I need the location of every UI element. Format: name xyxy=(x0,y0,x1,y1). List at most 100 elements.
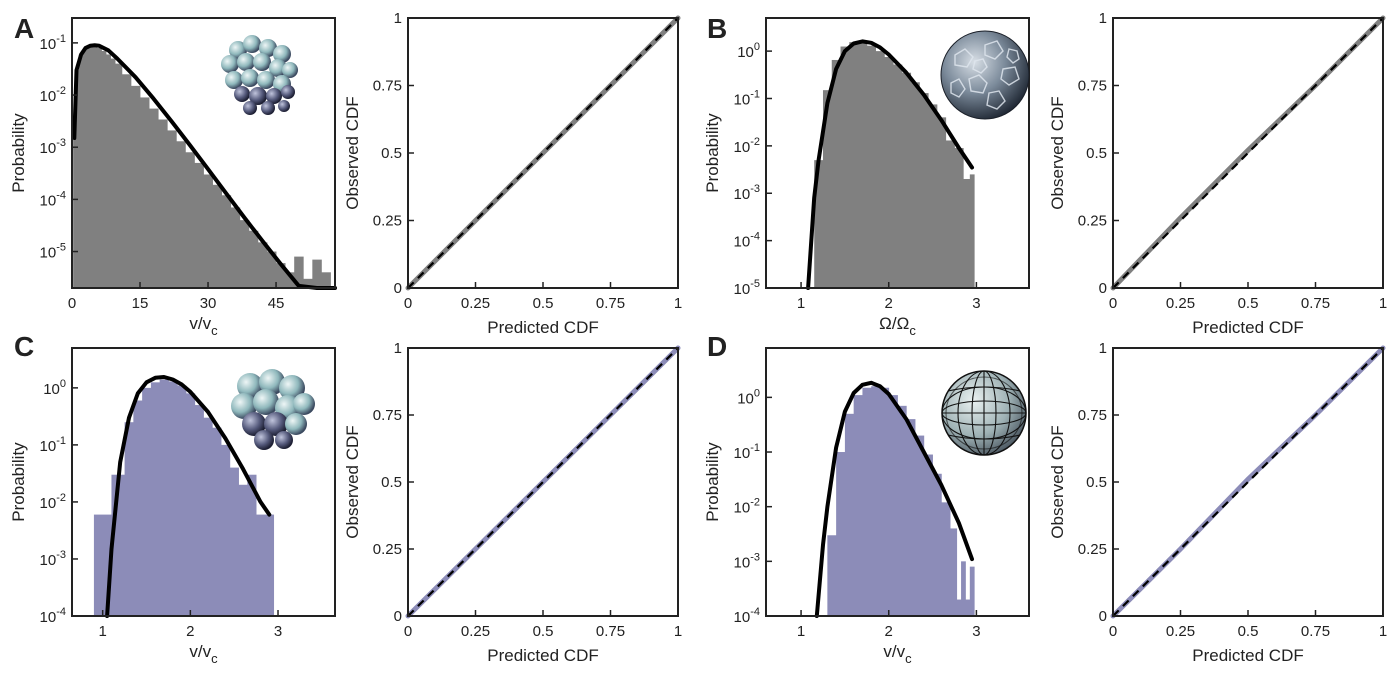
histogram-bar xyxy=(910,82,920,288)
histogram-bar xyxy=(221,444,231,616)
x-tick-label: 0.75 xyxy=(596,623,625,640)
histogram-bar xyxy=(158,119,168,288)
y-tick-label: 100 xyxy=(737,387,760,407)
y-tick-label: 0 xyxy=(394,608,402,625)
histogram-bar xyxy=(264,514,275,616)
histogram-bar xyxy=(115,63,123,288)
histogram-C: 1 2 3 v/vc 100 10-1 10-2 10-3 10-4 Probability xyxy=(9,347,336,666)
histogram-D: 1 2 3 v/vc 100 10-1 10-2 10-3 10-4 Probability xyxy=(703,347,1030,666)
histogram-bar xyxy=(185,152,195,288)
reference-line xyxy=(407,347,679,617)
y-tick-label: 10-2 xyxy=(734,136,760,156)
histogram-bar xyxy=(831,59,841,288)
histogram-bar xyxy=(230,207,241,288)
histogram-bar xyxy=(167,130,177,288)
panel-D: D 1 2 3v/vc10010-110-210-310-4Probability … xyxy=(703,331,1387,666)
histogram-bar xyxy=(888,395,898,616)
histogram-bar xyxy=(822,90,833,288)
fit-curve xyxy=(105,375,272,618)
y-tick-label: 0 xyxy=(1099,280,1107,297)
x-tick-label: 1 xyxy=(1379,623,1387,640)
x-tick-label: 1 xyxy=(674,623,682,640)
histogram-bar xyxy=(814,160,824,288)
panel-letter-B: B xyxy=(707,13,727,44)
histogram-bar xyxy=(203,417,213,616)
histogram-bar xyxy=(248,230,259,288)
histogram-bar xyxy=(827,535,837,616)
histogram-bar xyxy=(901,72,912,289)
x-tick-label: 0.25 xyxy=(1166,295,1195,312)
panel-C: C 1 2 3v/vc10010-110-210-310-4Probability … xyxy=(9,331,682,666)
sphere-cluster-icon xyxy=(231,369,315,450)
x-tick-label: 0.25 xyxy=(1166,623,1195,640)
y-tick-label: 0.75 xyxy=(1078,78,1107,95)
histogram-bar xyxy=(963,178,971,288)
histogram-bar xyxy=(844,413,855,616)
histogram-bar xyxy=(954,148,964,288)
x-tick-label: 0.5 xyxy=(533,623,554,640)
histogram-bar xyxy=(124,422,134,616)
axes-frame xyxy=(765,347,1030,617)
histogram-bar xyxy=(101,50,107,289)
histogram-B: 1 2 3 Ω/Ωc 100 10-1 10-2 10-3 10-4 10-5 Probabilit… xyxy=(703,17,1030,338)
x-tick-label: 0.75 xyxy=(596,295,625,312)
x-tick-label: 0 xyxy=(404,295,412,312)
histogram-bar xyxy=(950,528,958,616)
y-tick-label: 10-3 xyxy=(734,183,760,203)
histogram-bar xyxy=(176,141,186,288)
histogram-bar xyxy=(932,473,942,616)
histogram-bar xyxy=(238,484,248,616)
x-axis-label: v/vc xyxy=(883,642,912,666)
y-tick-label: 0.5 xyxy=(381,474,402,491)
histogram-bar xyxy=(121,74,132,288)
x-axis-label: Predicted CDF xyxy=(487,318,598,337)
histogram-bar xyxy=(140,97,150,288)
histogram-bar xyxy=(247,474,257,616)
y-tick-label: 100 xyxy=(43,378,66,398)
axes-frame xyxy=(71,17,336,289)
histogram-bar xyxy=(83,47,89,288)
pp-plot-A: 00 0.25 0.25 0.5 0.5 0.75 0.75 1 1 Predicted CDF O… xyxy=(343,10,682,337)
y-tick-label: 10-2 xyxy=(40,492,66,512)
y-tick-label: 10-1 xyxy=(734,88,760,108)
x-tick-label: 0.75 xyxy=(1301,623,1330,640)
y-axis-label: Observed CDF xyxy=(343,425,362,538)
meshed-sphere-icon xyxy=(941,370,1027,456)
panel-B: B 1 2 3Ω/Ωc10010-110-210-310-410-5Probabil… xyxy=(703,10,1387,338)
histogram-bar xyxy=(961,561,966,616)
histogram-bar xyxy=(919,93,929,288)
y-axis-label: Observed CDF xyxy=(343,96,362,209)
histogram-bar xyxy=(849,42,859,288)
histogram-bar xyxy=(866,45,876,288)
voronoi-sphere-icon xyxy=(940,30,1030,120)
x-tick-label: 0.25 xyxy=(461,623,490,640)
y-axis-label: Observed CDF xyxy=(1048,425,1067,538)
histogram-bar xyxy=(862,387,872,616)
fit-curve xyxy=(814,380,974,618)
histogram-bar xyxy=(168,381,178,616)
y-tick-label: 10-1 xyxy=(734,442,760,462)
histogram-bar xyxy=(321,272,331,288)
x-tick-label: 0 xyxy=(1109,295,1117,312)
x-axis-label: v/vc xyxy=(189,314,218,338)
histogram-bar xyxy=(110,58,116,288)
histogram-bar xyxy=(194,162,204,288)
x-tick-label: 1 xyxy=(99,623,107,640)
histogram-bar xyxy=(239,220,250,288)
histogram-bar xyxy=(836,452,846,616)
histogram-bar xyxy=(106,54,111,288)
y-tick-label: 10-3 xyxy=(734,551,760,571)
histogram-bar xyxy=(130,85,141,289)
y-axis-label: Probability xyxy=(9,442,28,522)
x-tick-label: 2 xyxy=(186,623,194,640)
y-tick-label: 10-4 xyxy=(40,606,66,626)
histogram-bar xyxy=(92,46,98,288)
histogram-bar xyxy=(941,502,951,616)
observed-cdf-line xyxy=(1110,15,1386,291)
histogram-bar xyxy=(257,242,268,288)
histogram-bar xyxy=(897,405,907,616)
y-tick-label: 0.75 xyxy=(373,78,402,95)
histogram-bar xyxy=(915,435,925,616)
y-tick-label: 0.5 xyxy=(381,145,402,162)
histogram-bar xyxy=(312,259,322,288)
